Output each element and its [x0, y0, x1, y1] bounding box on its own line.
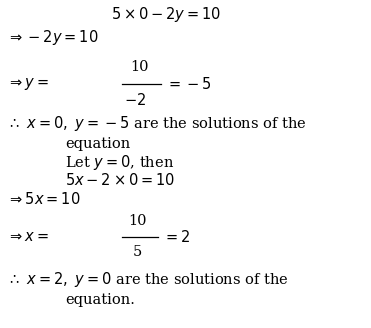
Text: equation.: equation.	[65, 293, 135, 307]
Text: 10: 10	[130, 60, 148, 74]
Text: $\Rightarrow x = $: $\Rightarrow x = $	[7, 230, 49, 244]
Text: 5: 5	[133, 245, 142, 259]
Text: $= -5$: $= -5$	[166, 76, 212, 92]
Text: $\therefore\ x = 0,\ y = -5$ are the solutions of the: $\therefore\ x = 0,\ y = -5$ are the sol…	[7, 114, 307, 133]
Text: $= 2$: $= 2$	[163, 229, 191, 245]
Text: $5 \times 0 - 2y = 10$: $5 \times 0 - 2y = 10$	[111, 5, 221, 24]
Text: $\therefore\ x = 2,\ y = 0$ are the solutions of the: $\therefore\ x = 2,\ y = 0$ are the solu…	[7, 270, 289, 289]
Text: equation: equation	[65, 137, 130, 151]
Text: $\Rightarrow -2y = 10$: $\Rightarrow -2y = 10$	[7, 28, 99, 47]
Text: $\Rightarrow 5x = 10$: $\Rightarrow 5x = 10$	[7, 191, 81, 207]
Text: $-2$: $-2$	[124, 92, 147, 108]
Text: $5x - 2 \times 0 = 10$: $5x - 2 \times 0 = 10$	[65, 172, 175, 188]
Text: Let $y = 0$, then: Let $y = 0$, then	[65, 153, 174, 172]
Text: $\Rightarrow y = $: $\Rightarrow y = $	[7, 76, 49, 92]
Text: 10: 10	[128, 215, 147, 228]
